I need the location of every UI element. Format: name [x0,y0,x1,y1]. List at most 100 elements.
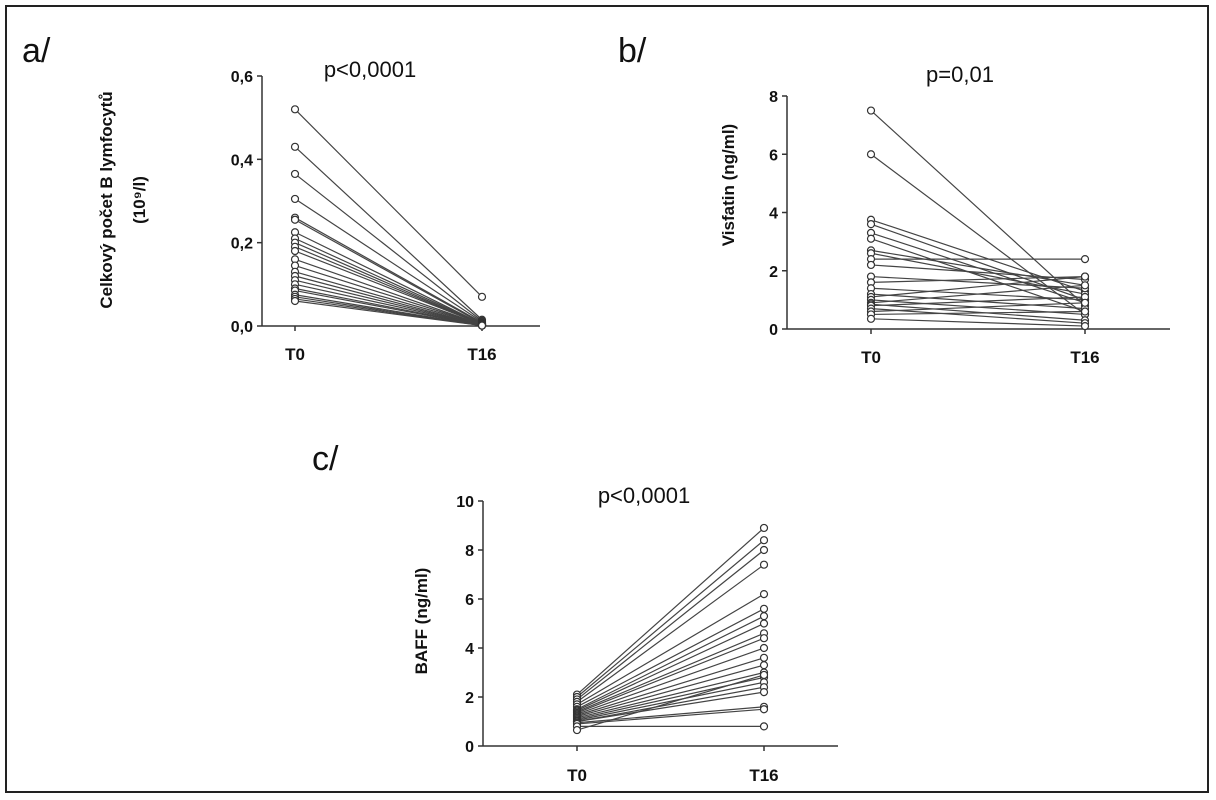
y-tick-label: 4 [465,641,474,658]
data-point-t16 [759,653,769,662]
series-line [294,275,483,326]
data-point-t0 [290,105,300,114]
series-line [294,231,483,325]
panel-label: a/ [22,32,51,70]
series-line [294,198,483,323]
data-point-t0 [290,169,300,179]
data-point-t16 [759,612,769,621]
y-tick-label: 10 [456,494,474,511]
series-line [294,279,483,326]
y-tick-label: 6 [769,147,778,164]
series-line [576,647,765,715]
data-point-t16 [759,619,769,628]
x-tick-label: T16 [1070,348,1099,367]
series-line [576,637,765,714]
data-point-t0 [866,106,876,115]
series-line [576,671,765,719]
data-point-t16 [1080,281,1090,290]
series-line [294,289,483,327]
data-point-t16 [759,722,769,731]
series-line [870,275,1086,289]
y-tick-label: 0,6 [231,69,253,86]
data-point-t16 [759,560,769,569]
data-point-t16 [759,687,769,697]
series-line [576,564,765,703]
series-line [870,318,1086,327]
series-line [576,664,765,718]
data-point-t0 [290,246,300,256]
y-tick-label: 0 [769,322,778,339]
y-tick-label: 0,4 [231,152,253,169]
series-line [870,275,1086,283]
data-point-t16 [759,661,769,670]
data-point-t16 [477,292,487,301]
series-line [576,608,765,708]
p-value-annotation: p<0,0001 [324,57,416,82]
x-tick-label: T0 [567,766,587,785]
x-tick-label: T0 [861,348,881,367]
series-line [870,308,1086,324]
series-line [294,217,483,324]
series-line [870,110,1086,307]
x-tick-label: T0 [285,345,305,364]
y-axis-label: Visfatin (ng/ml) [719,124,738,246]
y-tick-label: 2 [465,690,474,707]
series-line [294,219,483,325]
data-point-t0 [866,260,876,270]
panel-label: b/ [618,32,647,70]
series-line [870,310,1086,316]
series-line [576,539,765,698]
data-point-t16 [759,536,769,545]
data-point-t0 [866,220,876,229]
series-line [870,238,1086,313]
y-tick-label: 4 [769,206,778,223]
series-line [294,237,483,325]
data-point-t0 [572,725,582,735]
series-line [576,691,765,723]
series-line [870,303,1086,321]
data-point-t16 [1080,321,1090,331]
series-line [576,593,765,705]
data-point-t16 [759,634,769,643]
y-axis-label: Celkový počet B lymfocytů [97,91,116,308]
chart-panel-2: b/p=0,01 0 2 4 6 8 T0 T16 Visfatin (ng/ml) [618,32,1170,367]
y-tick-label: 2 [769,264,778,281]
series-line [576,686,765,723]
series-line [870,284,1086,304]
data-point-t0 [290,194,300,204]
data-point-t0 [290,215,300,224]
data-point-t16 [759,523,769,533]
p-value-annotation: p=0,01 [926,62,994,87]
series-line [294,108,483,298]
data-point-t0 [290,296,300,306]
series-line [294,173,483,322]
y-tick-label: 6 [465,592,474,609]
data-point-t16 [759,589,769,599]
series-line [294,250,483,325]
chart-panel-3: c/p<0,0001 0 2 4 6 8 10 T0 T16 BAFF (ng/ml) [312,440,838,785]
data-point-t0 [290,142,300,151]
series-line [870,302,1086,313]
y-tick-label: 0,0 [231,319,253,336]
data-point-t0 [866,314,876,323]
figure-frame [5,5,1209,793]
series-line [294,265,483,326]
series-line [294,283,483,326]
series-line [576,527,765,695]
series-line [870,275,1086,298]
series-line [294,258,483,326]
data-point-t16 [477,321,487,330]
series-line [576,632,765,713]
data-point-t16 [759,705,769,714]
data-point-t16 [1080,255,1090,264]
series-line [294,146,483,321]
data-point-t16 [759,670,769,680]
series-line [576,706,765,724]
data-point-t16 [759,545,769,555]
series-line [294,242,483,325]
x-tick-label: T16 [467,345,496,364]
y-tick-label: 8 [769,89,778,106]
series-line [294,246,483,325]
y-tick-label: 0,2 [231,236,253,253]
